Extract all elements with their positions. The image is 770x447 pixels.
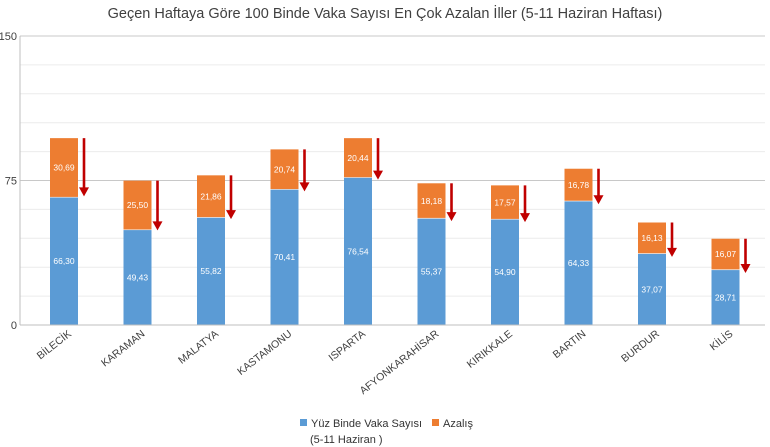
data-label-decrease: 20,44 (347, 153, 369, 163)
y-axis: 0 75 150 (0, 31, 21, 332)
bar-decrease (50, 138, 78, 198)
data-label-decrease: 30,69 (53, 163, 75, 173)
legend-item-decrease: Azalış (432, 418, 473, 430)
x-tick-label: KİLİS (707, 327, 735, 353)
decrease-arrow-head (667, 247, 677, 257)
data-label-cases: 55,82 (200, 266, 222, 276)
data-label-cases: 49,43 (127, 272, 149, 282)
data-label-decrease: 16,78 (568, 180, 590, 190)
y-tick-label: 0 (11, 320, 17, 332)
decrease-arrow-head (520, 213, 530, 223)
x-tick-label: BİLECİK (34, 327, 74, 362)
bar-cases (344, 177, 372, 325)
x-tick-label: BURDUR (619, 328, 662, 365)
data-label-cases: 76,54 (347, 246, 369, 256)
bar-decrease (711, 238, 740, 270)
decrease-arrow-head (593, 195, 604, 205)
bar-decrease (491, 185, 519, 220)
legend-swatch-orange (432, 419, 439, 426)
chart-title: Geçen Haftaya Göre 100 Binde Vaka Sayısı… (107, 6, 663, 22)
decrease-arrow-head (152, 221, 163, 231)
bar-decrease (638, 222, 666, 254)
data-label-decrease: 25,50 (127, 200, 149, 210)
bars: 66,30 30,69 49,43 25,50 55,82 21,86 70,41 20,74… (50, 138, 751, 325)
data-label-cases: 70,41 (274, 252, 296, 262)
x-tick-label: KARAMAN (99, 328, 147, 369)
data-label-decrease: 20,74 (274, 164, 296, 174)
data-label-cases: 55,37 (421, 267, 443, 277)
bar-cases (123, 229, 152, 325)
legend-item-cases: Yüz Binde Vaka Sayısı (300, 418, 422, 430)
data-label-decrease: 16,07 (715, 249, 737, 259)
data-label-cases: 64,33 (568, 258, 590, 268)
data-label-decrease: 18,18 (421, 196, 443, 206)
bar-cases (491, 219, 519, 325)
legend-label-cases: Yüz Binde Vaka Sayısı (311, 418, 423, 430)
x-tick-label: BARTIN (551, 328, 589, 361)
bar-cases (197, 217, 225, 325)
x-axis: BİLECİK KARAMAN MALATYA KASTAMONU ISPARTAAFY… (20, 324, 765, 397)
data-label-cases: 54,90 (494, 267, 516, 277)
bar-cases (638, 253, 666, 325)
data-label-cases: 66,30 (53, 256, 75, 266)
decrease-arrow-head (226, 210, 236, 220)
bar-decrease (564, 168, 593, 202)
y-tick-label: 75 (5, 176, 17, 188)
x-tick-label: AFYONKARAHİSAR (357, 327, 442, 397)
bar-decrease (417, 183, 446, 219)
data-label-decrease: 17,57 (494, 197, 516, 207)
data-label-cases: 37,07 (641, 284, 663, 294)
legend-label-decrease: Azalış (443, 418, 473, 430)
x-tick-label: KASTAMONU (235, 328, 294, 378)
x-tick-label: KIRIKKALE (465, 328, 515, 371)
data-label-cases: 28,71 (715, 292, 737, 302)
bar-cases (564, 201, 593, 325)
y-tick-label: 150 (0, 31, 17, 43)
bar-cases (50, 197, 78, 325)
bar-cases (270, 189, 299, 325)
decrease-arrow-head (79, 187, 89, 197)
bar-decrease (270, 149, 299, 190)
bar-cases (711, 269, 740, 325)
decrease-arrow-head (373, 170, 383, 180)
data-label-decrease: 21,86 (200, 191, 222, 201)
decrease-arrow-head (299, 182, 310, 192)
decrease-arrow-head (740, 264, 751, 274)
bar-decrease (123, 180, 152, 230)
x-tick-label: MALATYA (176, 328, 221, 367)
bar-decrease (197, 175, 225, 218)
x-tick-label: ISPARTA (326, 328, 367, 364)
decrease-arrow-head (446, 212, 457, 222)
data-label-decrease: 16,13 (641, 233, 663, 243)
legend-label-cases-period: (5-11 Haziran ) (310, 434, 383, 446)
bar-cases (417, 218, 446, 325)
legend-swatch-blue (300, 419, 307, 426)
bar-decrease (344, 138, 372, 178)
